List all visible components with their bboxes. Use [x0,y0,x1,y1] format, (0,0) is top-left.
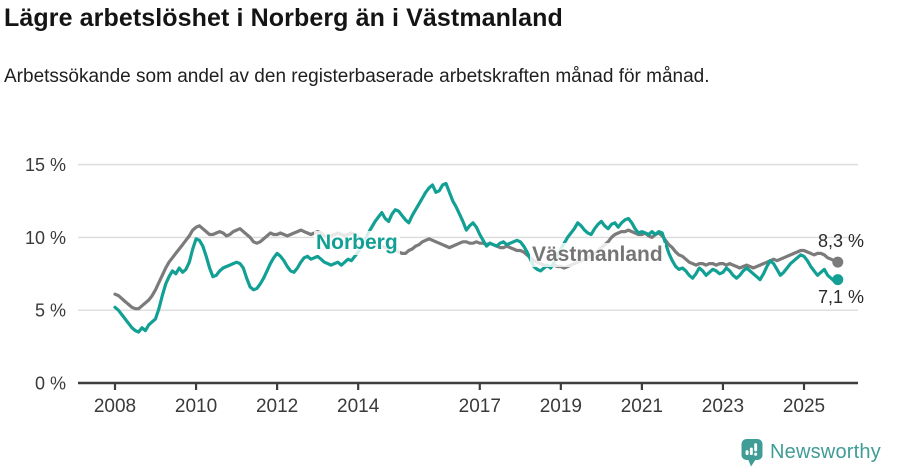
page-title: Lägre arbetslöshet i Norberg än i Västma… [4,4,563,32]
chart-subtitle: Arbetssökande som andel av den registerb… [4,66,710,87]
x-tick-label: 2021 [621,396,663,417]
y-tick-label: 15 % [25,155,66,175]
x-tick-label: 2012 [256,396,298,417]
series-label-vastmanland: Västmanland [530,243,665,267]
vstmanland-end-dot [832,256,844,268]
x-tick-label: 2010 [175,396,217,417]
norberg-line [113,181,840,334]
x-tick-label: 2019 [540,396,582,417]
norberg-end-dot [832,274,844,286]
x-tick-label: 2008 [94,396,136,417]
brand-name: Newsworthy [770,441,881,463]
vstmanland-line [113,224,840,311]
newsworthy-logo[interactable]: Newsworthy [741,438,881,467]
end-value-vastmanland: 8,3 % [817,231,864,251]
series-label-norberg: Norberg [314,231,400,255]
y-tick-label: 0 % [35,374,66,394]
x-tick-label: 2023 [702,396,744,417]
newsworthy-bubble-chart-icon [741,439,763,467]
x-tick-label: 2017 [459,396,501,417]
end-value-norberg: 7,1 % [817,287,864,307]
x-tick-label: 2014 [337,396,380,417]
y-tick-label: 10 % [25,228,66,248]
x-tick-label: 2025 [783,396,825,417]
y-tick-label: 5 % [35,301,66,321]
